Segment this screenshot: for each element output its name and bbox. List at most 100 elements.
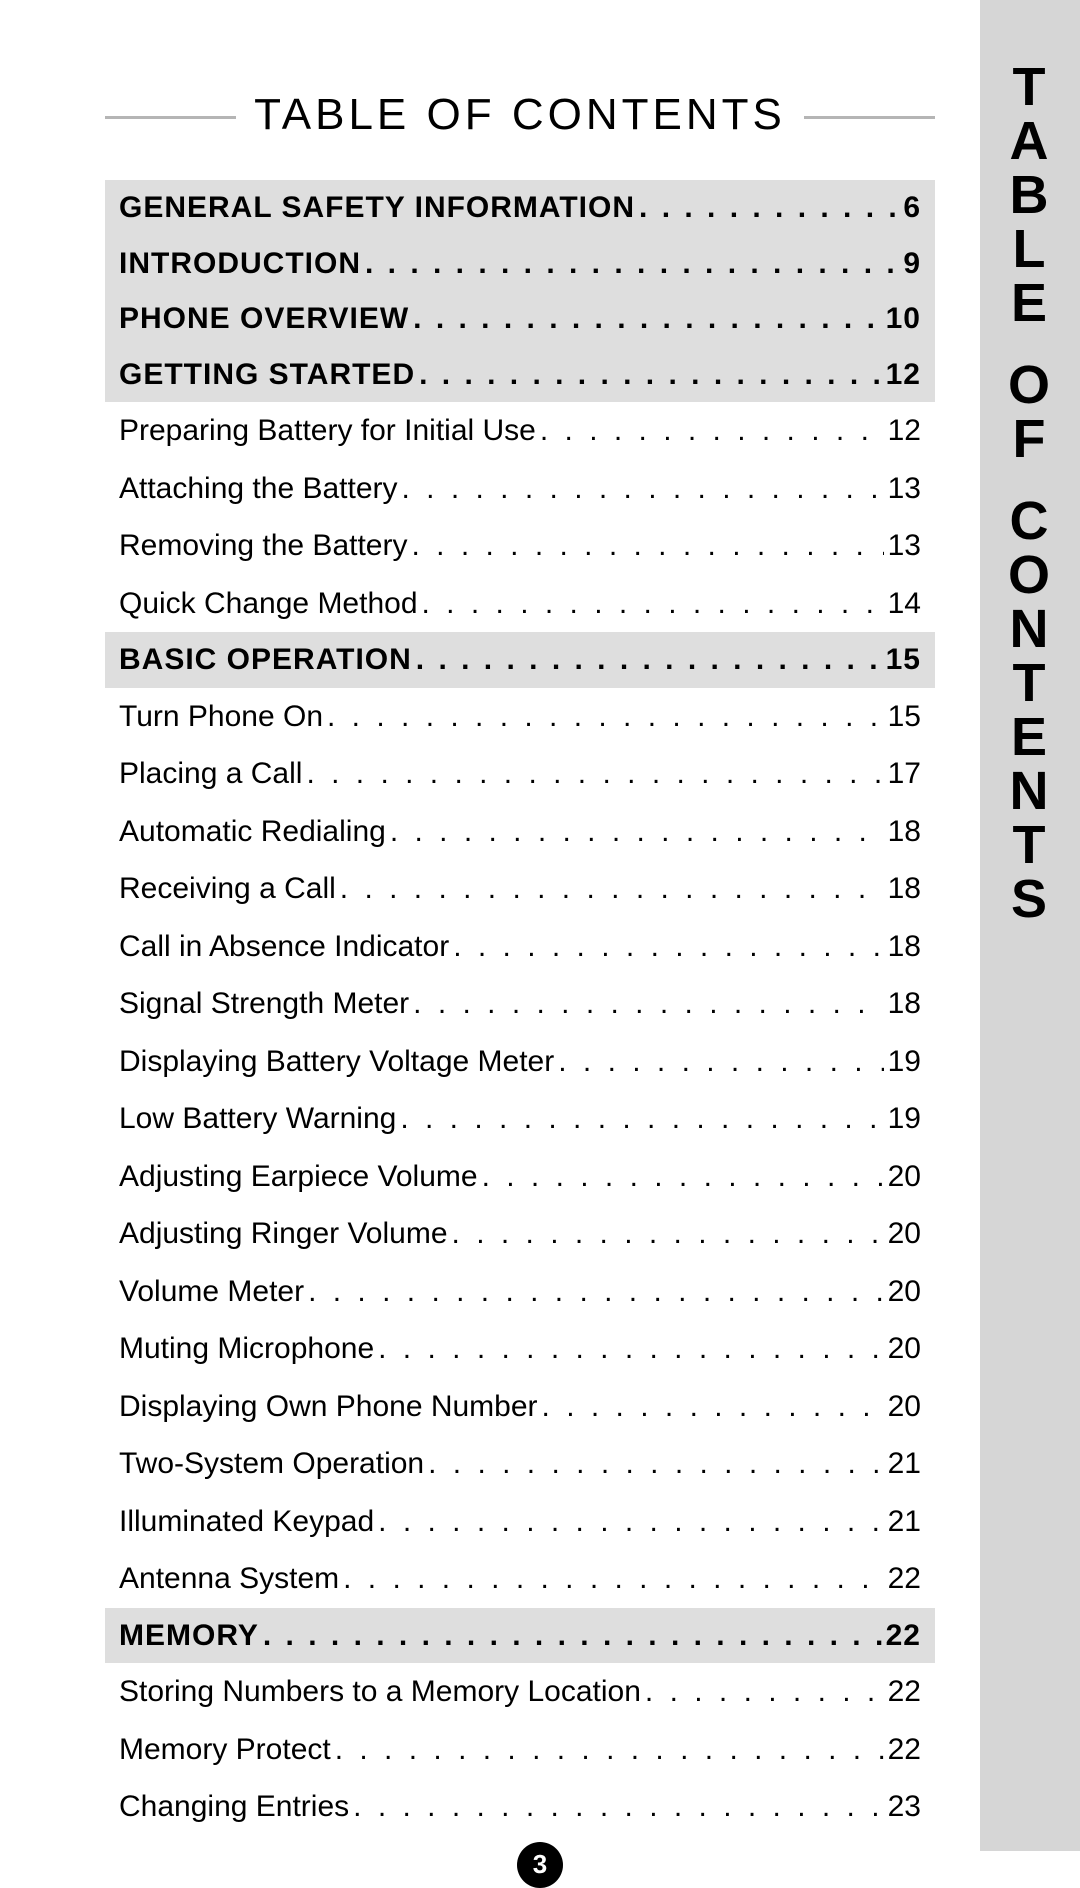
page-title: TABLE OF CONTENTS: [236, 90, 804, 140]
toc-leader-dots: . . . . . . . . . . . . . . . . . . . . …: [396, 1100, 883, 1138]
toc-leader-dots: . . . . . . . . . . . . . . . . . . . . …: [374, 1330, 883, 1368]
toc-section-row: BASIC OPERATION . . . . . . . . . . . . …: [105, 632, 935, 688]
toc-sub-row: Automatic Redialing . . . . . . . . . . …: [105, 803, 935, 861]
toc-entry-label: Adjusting Ringer Volume: [119, 1215, 448, 1253]
toc-entry-label: Displaying Own Phone Number: [119, 1388, 538, 1426]
toc-section-row: GETTING STARTED . . . . . . . . . . . . …: [105, 347, 935, 403]
toc-leader-dots: . . . . . . . . . . . . . . . . . . . . …: [478, 1158, 884, 1196]
toc-entry-label: Signal Strength Meter: [119, 985, 409, 1023]
toc-entry-page: 13: [884, 470, 921, 508]
toc-leader-dots: . . . . . . . . . . . . . . . . . . . . …: [554, 1043, 883, 1081]
toc-sub-row: Receiving a Call . . . . . . . . . . . .…: [105, 860, 935, 918]
toc-entry-page: 18: [884, 985, 921, 1023]
toc-entry-page: 13: [884, 527, 921, 565]
toc-sub-row: Antenna System . . . . . . . . . . . . .…: [105, 1550, 935, 1608]
side-tab-char: [988, 330, 1072, 358]
toc-entry-page: 21: [884, 1503, 921, 1541]
toc-entry-page: 20: [884, 1215, 921, 1253]
toc-sub-row: Illuminated Keypad . . . . . . . . . . .…: [105, 1493, 935, 1551]
side-tab-char: E: [988, 276, 1072, 330]
toc-entry-label: Two-System Operation: [119, 1445, 424, 1483]
toc-entry-page: 20: [884, 1388, 921, 1426]
page: TABLE OF CONTENTS TABLE OF CONTENTS GENE…: [0, 0, 1080, 1851]
toc-entry-page: 22: [882, 1617, 921, 1655]
toc-leader-dots: . . . . . . . . . . . . . . . . . . . . …: [536, 412, 884, 450]
toc-entry-page: 22: [884, 1560, 921, 1598]
toc-entry-label: Receiving a Call: [119, 870, 336, 908]
toc-entry-label: Adjusting Earpiece Volume: [119, 1158, 478, 1196]
toc-entry-label: Turn Phone On: [119, 698, 323, 736]
toc-leader-dots: . . . . . . . . . . . . . . . . . . . . …: [331, 1731, 884, 1769]
side-tab-char: T: [988, 656, 1072, 710]
toc-section-row: MEMORY . . . . . . . . . . . . . . . . .…: [105, 1608, 935, 1664]
title-wrap: TABLE OF CONTENTS: [105, 90, 935, 140]
toc-leader-dots: . . . . . . . . . . . . . . . . . . . . …: [323, 698, 884, 736]
content-area: TABLE OF CONTENTS GENERAL SAFETY INFORMA…: [105, 90, 935, 1836]
toc-leader-dots: . . . . . . . . . . . . . . . . . . . . …: [418, 585, 884, 623]
toc-entry-label: PHONE OVERVIEW: [119, 300, 409, 338]
toc-entry-page: 23: [884, 1788, 921, 1826]
toc-entry-page: 20: [884, 1330, 921, 1368]
side-tab-char: [988, 466, 1072, 494]
toc-sub-row: Volume Meter . . . . . . . . . . . . . .…: [105, 1263, 935, 1321]
side-tab-char: E: [988, 710, 1072, 764]
toc-sub-row: Removing the Battery . . . . . . . . . .…: [105, 517, 935, 575]
toc-entry-label: Low Battery Warning: [119, 1100, 396, 1138]
toc-leader-dots: . . . . . . . . . . . . . . . . . . . . …: [302, 755, 883, 793]
side-tab-char: T: [988, 818, 1072, 872]
toc-entry-page: 9: [899, 245, 921, 283]
side-tab-char: N: [988, 602, 1072, 656]
toc-section-row: GENERAL SAFETY INFORMATION . . . . . . .…: [105, 180, 935, 236]
toc-leader-dots: . . . . . . . . . . . . . . . . . . . . …: [449, 928, 883, 966]
toc-entry-page: 18: [884, 813, 921, 851]
toc-entry-label: Muting Microphone: [119, 1330, 374, 1368]
toc-sub-row: Placing a Call . . . . . . . . . . . . .…: [105, 745, 935, 803]
toc-leader-dots: . . . . . . . . . . . . . . . . . . . . …: [641, 1673, 884, 1711]
toc-sub-row: Adjusting Earpiece Volume . . . . . . . …: [105, 1148, 935, 1206]
table-of-contents: GENERAL SAFETY INFORMATION . . . . . . .…: [105, 180, 935, 1836]
side-tab-char: F: [988, 412, 1072, 466]
toc-leader-dots: . . . . . . . . . . . . . . . . . . . . …: [361, 245, 899, 283]
toc-entry-label: Illuminated Keypad: [119, 1503, 374, 1541]
toc-entry-page: 12: [884, 412, 921, 450]
side-tab-strip: TABLE OF CONTENTS: [980, 0, 1080, 1851]
toc-entry-page: 22: [884, 1673, 921, 1711]
toc-entry-page: 14: [884, 585, 921, 623]
toc-sub-row: Displaying Battery Voltage Meter . . . .…: [105, 1033, 935, 1091]
toc-entry-page: 22: [884, 1731, 921, 1769]
toc-entry-page: 17: [884, 755, 921, 793]
page-number-badge: 3: [517, 1842, 563, 1888]
side-tab-char: L: [988, 222, 1072, 276]
toc-leader-dots: . . . . . . . . . . . . . . . . . . . . …: [412, 641, 882, 679]
toc-sub-row: Two-System Operation . . . . . . . . . .…: [105, 1435, 935, 1493]
toc-entry-label: Storing Numbers to a Memory Location: [119, 1673, 641, 1711]
toc-entry-label: Quick Change Method: [119, 585, 418, 623]
toc-sub-row: Muting Microphone . . . . . . . . . . . …: [105, 1320, 935, 1378]
side-tab-char: C: [988, 494, 1072, 548]
side-tab-char: S: [988, 872, 1072, 926]
toc-leader-dots: . . . . . . . . . . . . . . . . . . . . …: [409, 985, 883, 1023]
page-number-wrap: 3: [0, 1842, 1080, 1888]
toc-entry-label: Call in Absence Indicator: [119, 928, 449, 966]
toc-entry-label: Placing a Call: [119, 755, 302, 793]
toc-sub-row: Displaying Own Phone Number . . . . . . …: [105, 1378, 935, 1436]
toc-sub-row: Adjusting Ringer Volume . . . . . . . . …: [105, 1205, 935, 1263]
toc-leader-dots: . . . . . . . . . . . . . . . . . . . . …: [398, 470, 884, 508]
side-tab-char: T: [988, 60, 1072, 114]
toc-entry-label: INTRODUCTION: [119, 245, 361, 283]
toc-entry-page: 15: [882, 641, 921, 679]
toc-entry-page: 19: [884, 1043, 921, 1081]
toc-entry-label: Attaching the Battery: [119, 470, 398, 508]
toc-sub-row: Storing Numbers to a Memory Location . .…: [105, 1663, 935, 1721]
toc-leader-dots: . . . . . . . . . . . . . . . . . . . . …: [424, 1445, 884, 1483]
toc-entry-page: 6: [899, 189, 921, 227]
toc-sub-row: Call in Absence Indicator . . . . . . . …: [105, 918, 935, 976]
toc-entry-label: Memory Protect: [119, 1731, 331, 1769]
toc-entry-page: 10: [882, 300, 921, 338]
toc-leader-dots: . . . . . . . . . . . . . . . . . . . . …: [304, 1273, 884, 1311]
toc-entry-page: 21: [884, 1445, 921, 1483]
toc-entry-label: Removing the Battery: [119, 527, 407, 565]
side-tab-char: N: [988, 764, 1072, 818]
toc-leader-dots: . . . . . . . . . . . . . . . . . . . . …: [448, 1215, 884, 1253]
toc-entry-page: 15: [884, 698, 921, 736]
